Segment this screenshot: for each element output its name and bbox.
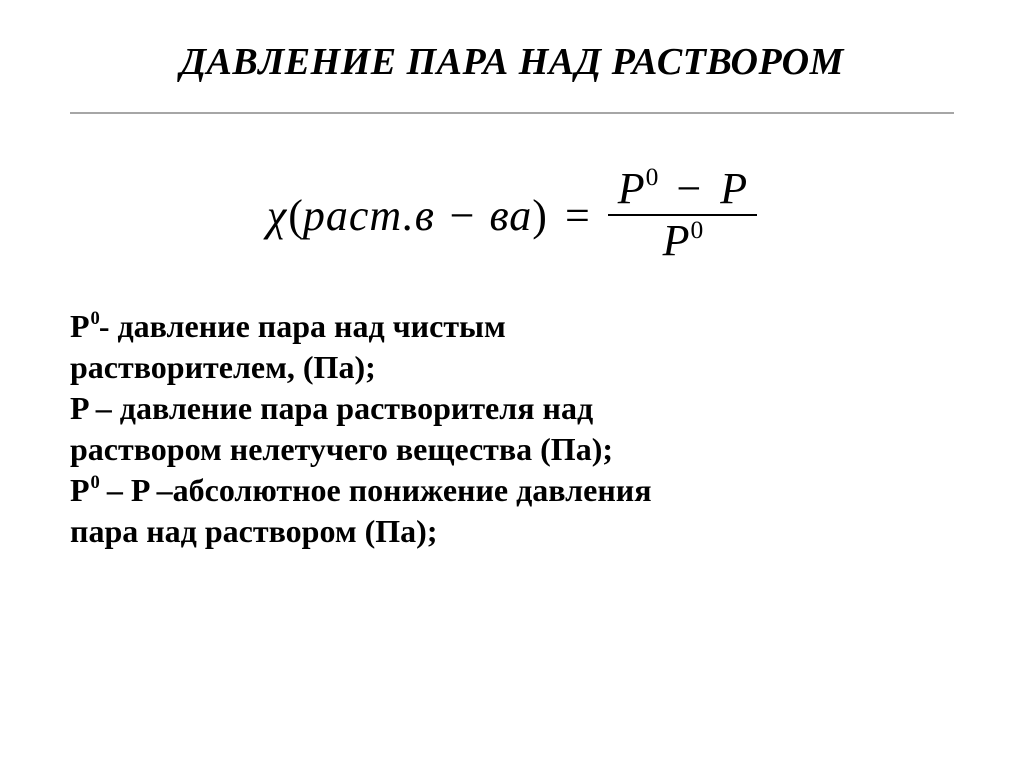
- open-paren: (: [288, 190, 303, 241]
- formula-block: χ ( раст.в − ва ) = P0 − P P0: [70, 164, 954, 266]
- minus-sign: −: [676, 164, 701, 213]
- def-line-4: раствором нелетучего вещества (Па);: [70, 429, 954, 470]
- fraction: P0 − P P0: [608, 164, 757, 266]
- def-line-2: растворителем, (Па);: [70, 347, 954, 388]
- slide-title: ДАВЛЕНИЕ ПАРА НАД РАСТВОРОМ: [70, 40, 954, 84]
- P-symbol: P: [720, 164, 747, 213]
- def-line-1: P0- давление пара над чистым: [70, 306, 954, 347]
- slide: ДАВЛЕНИЕ ПАРА НАД РАСТВОРОМ χ ( раст.в −…: [0, 0, 1024, 767]
- equals-sign: =: [565, 190, 590, 241]
- def-line-3: P – давление пара растворителя над: [70, 388, 954, 429]
- title-underline: [70, 112, 954, 114]
- chi-symbol: χ: [267, 190, 286, 241]
- chi-argument: раст.в − ва: [303, 190, 532, 241]
- P0-denominator: P0: [663, 216, 703, 265]
- P0-label: P0: [70, 308, 99, 344]
- def-line-5: P0 – P –абсолютное понижение давления: [70, 470, 954, 511]
- def-text-1: - давление пара над чистым: [99, 308, 506, 344]
- fraction-numerator: P0 − P: [608, 164, 757, 214]
- raoult-formula: χ ( раст.в − ва ) = P0 − P P0: [267, 164, 757, 266]
- P0-minus-P-label: P0: [70, 472, 99, 508]
- P0-symbol: P0: [618, 164, 658, 213]
- definitions-block: P0- давление пара над чистым растворител…: [70, 306, 954, 552]
- def-text-5: – P –абсолютное понижение давления: [99, 472, 652, 508]
- def-line-6: пара над раствором (Па);: [70, 511, 954, 552]
- fraction-denominator: P0: [653, 216, 713, 266]
- close-paren: ): [532, 190, 547, 241]
